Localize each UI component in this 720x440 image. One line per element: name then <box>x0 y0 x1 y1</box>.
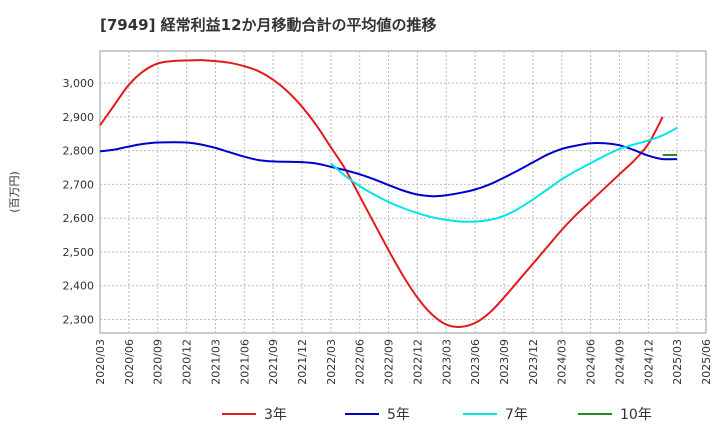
x-axis-ticks: 2020/03 2020/06 2020/09 2020/12 2021/03 2021/… <box>94 339 713 385</box>
y-axis-ticks: 2,300 2,400 2,500 2,600 2,700 2,800 2,900 3,000 <box>63 77 95 326</box>
legend-label-2: 5年 <box>387 407 410 423</box>
plot-area <box>99 50 707 334</box>
series-line-1 <box>99 59 664 328</box>
series-line-3 <box>330 126 678 223</box>
grid <box>100 51 706 333</box>
y-tick-label: 2,700 <box>63 178 95 191</box>
x-tick-label: 2020/06 <box>123 339 136 385</box>
x-tick-label: 2023/12 <box>527 339 540 385</box>
x-tick-label: 2024/12 <box>642 339 655 385</box>
y-tick-label: 2,500 <box>63 246 95 259</box>
x-tick-label: 2023/06 <box>469 339 482 385</box>
chart-title: [7949] 経常利益12か月移動合計の平均値の推移 <box>100 16 437 34</box>
y-tick-label: 2,600 <box>63 212 95 225</box>
y-tick-label: 2,900 <box>63 111 95 124</box>
x-tick-label: 2022/09 <box>383 339 396 385</box>
y-tick-label: 3,000 <box>63 77 95 90</box>
x-tick-label: 2021/03 <box>209 339 222 385</box>
x-tick-label: 2023/09 <box>498 339 511 385</box>
x-tick-label: 2024/06 <box>585 339 598 385</box>
x-tick-label: 2022/03 <box>325 339 338 385</box>
x-tick-label: 2021/06 <box>238 339 251 385</box>
y-tick-label: 2,400 <box>63 280 95 293</box>
x-tick-label: 2020/12 <box>181 339 194 385</box>
x-tick-label: 2022/06 <box>354 339 367 385</box>
x-tick-label: 2021/12 <box>296 339 309 385</box>
legend-label-1: 3年 <box>264 407 287 423</box>
series-group <box>99 59 678 328</box>
x-tick-label: 2024/09 <box>613 339 626 385</box>
x-tick-label: 2021/09 <box>267 339 280 385</box>
legend: 3年 5年 7年 10年 <box>222 407 652 423</box>
y-tick-label: 2,800 <box>63 145 95 158</box>
x-tick-label: 2024/03 <box>556 339 569 385</box>
series-line-2 <box>99 141 678 198</box>
x-tick-label: 2020/09 <box>152 339 165 385</box>
x-tick-label: 2025/03 <box>671 339 684 385</box>
x-tick-label: 2023/03 <box>440 339 453 385</box>
x-tick-label: 2022/12 <box>411 339 424 385</box>
legend-label-4: 10年 <box>620 407 652 423</box>
x-tick-label: 2025/06 <box>700 339 713 385</box>
legend-label-3: 7年 <box>505 407 528 423</box>
x-tick-label: 2020/03 <box>94 339 107 385</box>
y-tick-label: 2,300 <box>63 313 95 326</box>
y-axis-label: (百万円) <box>8 171 21 213</box>
